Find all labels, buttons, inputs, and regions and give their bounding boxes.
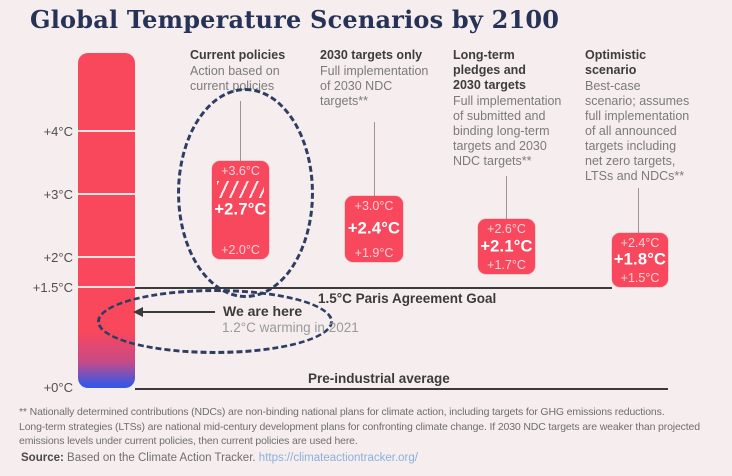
bar-tick-1-5c [78, 286, 135, 288]
scenario-1-description: Action based on current policies [190, 64, 280, 93]
scenario-3-low-value: +1.7°C [487, 258, 526, 272]
axis-label-2c: +2°C [43, 250, 73, 265]
scenario-3-title: Long-term pledges and 2030 targets [453, 48, 526, 92]
footnote-text: ** Nationally determined contributions (… [19, 406, 700, 447]
scenario-3-range-box: +2.6°C +2.1°C +1.7°C [478, 219, 535, 274]
scenario-2-title: 2030 targets only [320, 48, 423, 62]
scenario-4-central-value: +1.8°C [613, 250, 667, 269]
scenario-2-low-value: +1.9°C [354, 246, 394, 260]
scenario-2-high-value: +3.0°C [354, 199, 394, 213]
axis-label-1-5c: +1.5°C [32, 280, 73, 295]
scenario-2-central-value: +2.4°C [347, 219, 401, 238]
paris-goal-label: 1.5°C Paris Agreement Goal [318, 291, 497, 306]
we-are-here-ellipse [97, 289, 333, 354]
we-are-here-arrow-head [133, 307, 143, 317]
axis-label-0c: +0°C [43, 380, 73, 395]
preindustrial-baseline [135, 388, 668, 390]
scenario-3-connector-line [506, 176, 507, 219]
source-text: Based on the Climate Action Tracker. [63, 452, 259, 464]
scenario-4-range-box: +2.4°C +1.8°C +1.5°C [612, 233, 668, 287]
source-row: Source: Based on the Climate Action Trac… [21, 452, 418, 464]
scenario-1-title: Current policies [190, 48, 286, 62]
preindustrial-label: Pre-industrial average [308, 371, 450, 386]
scenario-4-connector-line [638, 188, 639, 233]
current-policies-highlight-ellipse [177, 88, 314, 298]
scenario-2-range-box: +3.0°C +2.4°C +1.9°C [345, 196, 403, 262]
page-title: Global Temperature Scenarios by 2100 [30, 5, 560, 34]
scenario-3-central-value: +2.1°C [480, 237, 533, 255]
scenario-3-description: Full implementation of submitted and bin… [453, 94, 562, 168]
bar-tick-3c [78, 193, 135, 195]
source-label: Source: [21, 452, 64, 464]
source-link[interactable]: https://climateactiontracker.org/ [258, 452, 418, 464]
scenario-2-description: Full implementation of 2030 NDC targets*… [320, 64, 429, 108]
scenario-4-low-value: +1.5°C [620, 271, 660, 285]
axis-label-3c: +3°C [43, 187, 73, 202]
paris-goal-line [135, 287, 612, 289]
current-warming-label: 1.2°C warming in 2021 [222, 320, 359, 335]
we-are-here-label: We are here [223, 303, 303, 319]
scenario-3-high-value: +2.6°C [487, 222, 526, 236]
scenario-4-description: Best-case scenario; assumes full impleme… [585, 79, 690, 183]
scenario-2-connector-line [374, 122, 375, 196]
scenario-4-high-value: +2.4°C [620, 236, 660, 250]
scenario-4-title: Optimistic scenario [585, 48, 647, 77]
bar-tick-2c [78, 256, 135, 258]
bar-tick-4c [78, 130, 135, 132]
we-are-here-arrow-line [142, 311, 215, 313]
axis-label-4c: +4°C [43, 124, 73, 139]
